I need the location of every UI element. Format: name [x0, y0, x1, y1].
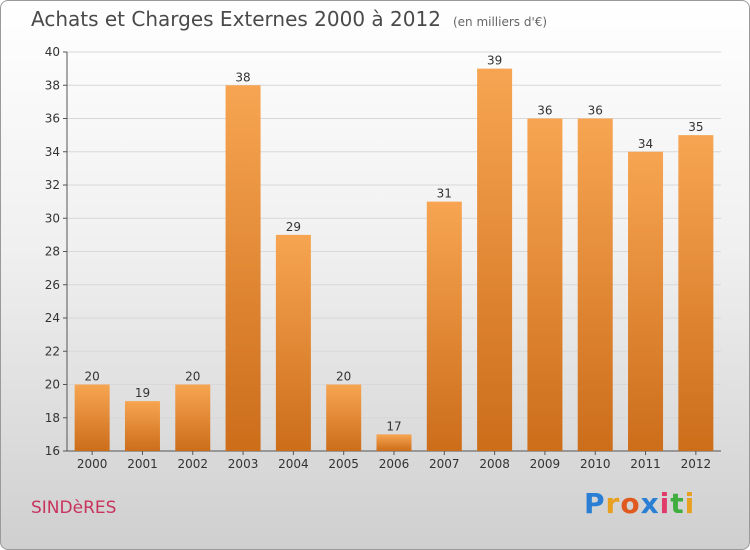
y-tick-label-38: 38: [45, 78, 60, 92]
logo-letter: r: [605, 487, 621, 520]
data-label-2012: 35: [688, 120, 703, 134]
x-tick-label-2002: 2002: [177, 457, 208, 471]
bar-2002: [175, 384, 211, 451]
chart-title-text: Achats et Charges Externes 2000 à 2012: [31, 7, 441, 31]
bar-2005: [326, 384, 362, 451]
y-tick-label-28: 28: [45, 245, 60, 259]
data-label-2004: 29: [286, 220, 301, 234]
data-label-2005: 20: [336, 370, 351, 384]
y-tick-label-26: 26: [45, 278, 60, 292]
y-tick-label-34: 34: [45, 145, 60, 159]
x-tick-label-2000: 2000: [77, 457, 108, 471]
y-tick-label-36: 36: [45, 112, 60, 126]
bar-2007: [426, 201, 462, 451]
bar-2011: [628, 151, 664, 451]
chart-subtitle: (en milliers d'€): [452, 15, 548, 29]
data-label-2010: 36: [588, 104, 603, 118]
y-tick-label-24: 24: [45, 311, 60, 325]
data-label-2006: 17: [386, 419, 401, 433]
logo-letter: i: [684, 487, 696, 520]
y-tick-label-18: 18: [45, 411, 60, 425]
bar-2008: [477, 68, 513, 451]
x-tick-label-2006: 2006: [379, 457, 410, 471]
data-label-2003: 38: [235, 70, 250, 84]
x-tick-label-2005: 2005: [328, 457, 359, 471]
data-label-2008: 39: [487, 54, 502, 68]
y-tick-label-40: 40: [45, 45, 60, 59]
x-tick-label-2011: 2011: [630, 457, 661, 471]
y-tick-label-16: 16: [45, 444, 60, 458]
logo-letter: x: [640, 487, 660, 520]
bar-2006: [376, 434, 412, 451]
x-tick-label-2007: 2007: [429, 457, 460, 471]
y-tick-label-20: 20: [45, 378, 60, 392]
x-tick-label-2001: 2001: [127, 457, 158, 471]
bar-2012: [678, 135, 714, 451]
logo-letter: P: [584, 487, 606, 520]
y-tick-label-32: 32: [45, 178, 60, 192]
x-tick-label-2003: 2003: [228, 457, 259, 471]
x-tick-label-2009: 2009: [530, 457, 561, 471]
x-tick-label-2010: 2010: [580, 457, 611, 471]
logo-letter: t: [670, 487, 685, 520]
bar-2001: [124, 401, 160, 451]
data-label-2007: 31: [437, 187, 452, 201]
data-label-2011: 34: [638, 137, 653, 151]
bar-2000: [74, 384, 110, 451]
data-label-2009: 36: [537, 104, 552, 118]
x-tick-label-2012: 2012: [681, 457, 712, 471]
x-tick-label-2008: 2008: [479, 457, 510, 471]
bar-2009: [527, 118, 563, 451]
logo-letter: i: [659, 487, 671, 520]
data-label-2002: 20: [185, 370, 200, 384]
y-tick-label-22: 22: [45, 344, 60, 358]
x-tick-label-2004: 2004: [278, 457, 309, 471]
logo-letter: o: [620, 487, 641, 520]
chart-title: Achats et Charges Externes 2000 à 2012 (e…: [31, 7, 547, 31]
bar-2004: [275, 234, 311, 451]
proxiti-logo: Proxiti: [584, 487, 695, 520]
bar-2010: [577, 118, 613, 451]
town-name: SINDèRES: [31, 498, 117, 518]
data-label-2001: 19: [135, 386, 150, 400]
y-tick-label-30: 30: [45, 211, 60, 225]
bar-2003: [225, 85, 261, 451]
data-label-2000: 20: [85, 370, 100, 384]
